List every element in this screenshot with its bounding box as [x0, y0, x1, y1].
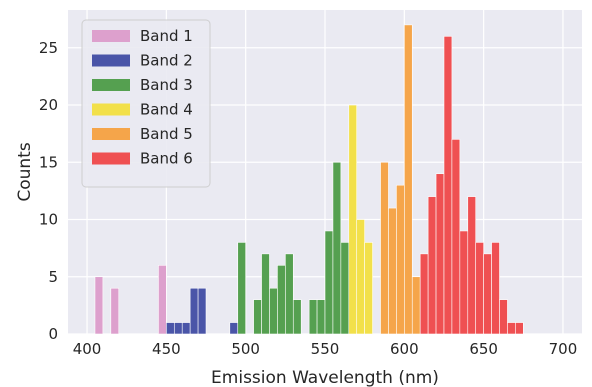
bar-band-3	[332, 161, 342, 335]
x-tick-label: 500	[231, 340, 260, 358]
bar-band-4	[348, 104, 358, 335]
legend-swatch	[92, 54, 130, 67]
y-tick-labels: 0 5 10 15 20 25	[39, 39, 58, 343]
x-axis-label: Emission Wavelength (nm)	[211, 368, 439, 387]
x-tick-labels: 400 450 500 550 600 650 700	[73, 340, 578, 358]
bar-band-3	[269, 287, 278, 335]
legend-label: Band 5	[140, 125, 193, 143]
legend-swatch	[92, 103, 130, 116]
bar-band-6	[427, 196, 437, 335]
legend-swatch	[92, 128, 130, 140]
legend: Band 1 Band 2 Band 3 Band 4 Band 5 Band 6	[81, 19, 211, 188]
bar-band-2	[173, 322, 183, 335]
bar-band-5	[388, 207, 397, 335]
bar-band-2	[166, 322, 175, 335]
bar-band-5	[380, 161, 389, 335]
bar-band-3	[237, 242, 246, 335]
bar-band-1	[158, 265, 167, 335]
bar-band-3	[324, 230, 334, 335]
y-tick-label: 25	[39, 39, 58, 57]
x-tick-label: 400	[73, 340, 102, 358]
bar-band-3	[316, 299, 326, 335]
bar-band-6	[435, 173, 445, 335]
bar-band-1	[110, 287, 120, 335]
y-tick-label: 10	[39, 211, 58, 229]
legend-label: Band 4	[140, 101, 193, 119]
bar-band-5	[396, 184, 405, 335]
bar-band-3	[292, 299, 302, 335]
bar-band-2	[197, 287, 207, 335]
bars-group	[94, 24, 524, 335]
bar-band-6	[507, 322, 516, 335]
bar-band-6	[459, 230, 469, 335]
bar-band-6	[515, 322, 524, 335]
bar-band-2	[181, 322, 191, 335]
y-tick-label: 20	[39, 96, 58, 114]
legend-label: Band 3	[140, 76, 193, 94]
bar-band-6	[443, 36, 453, 335]
bar-band-6	[491, 242, 500, 335]
x-tick-label: 700	[549, 340, 578, 358]
y-axis-label: Counts	[15, 142, 35, 201]
x-tick-label: 600	[390, 340, 419, 358]
bar-band-4	[356, 219, 365, 335]
bar-band-3	[277, 265, 286, 335]
legend-swatch	[92, 30, 130, 42]
legend-label: Band 6	[140, 150, 193, 168]
legend-label: Band 2	[140, 52, 193, 70]
bar-band-6	[419, 253, 429, 335]
x-tick-label: 550	[311, 340, 340, 358]
y-tick-label: 15	[39, 153, 58, 171]
bar-band-3	[285, 253, 294, 335]
bar-band-6	[475, 242, 484, 335]
bar-band-2	[229, 322, 239, 335]
bar-band-6	[483, 253, 492, 335]
legend-swatch	[92, 79, 130, 91]
legend-swatch	[92, 152, 130, 165]
bar-band-4	[364, 242, 373, 335]
y-tick-label: 5	[48, 268, 58, 286]
x-tick-label: 650	[469, 340, 498, 358]
bar-band-3	[253, 299, 262, 335]
x-tick-label: 450	[152, 340, 181, 358]
bar-band-5	[404, 24, 413, 335]
y-tick-label: 0	[48, 325, 58, 343]
bar-band-1	[94, 276, 104, 335]
bar-band-6	[467, 196, 477, 335]
bar-band-3	[308, 299, 318, 335]
bar-band-3	[340, 242, 350, 335]
bar-band-5	[411, 276, 421, 335]
legend-label: Band 1	[140, 27, 193, 45]
bar-band-6	[499, 299, 508, 335]
bar-band-6	[451, 139, 461, 335]
bar-band-2	[189, 287, 199, 335]
bar-band-3	[261, 253, 270, 335]
